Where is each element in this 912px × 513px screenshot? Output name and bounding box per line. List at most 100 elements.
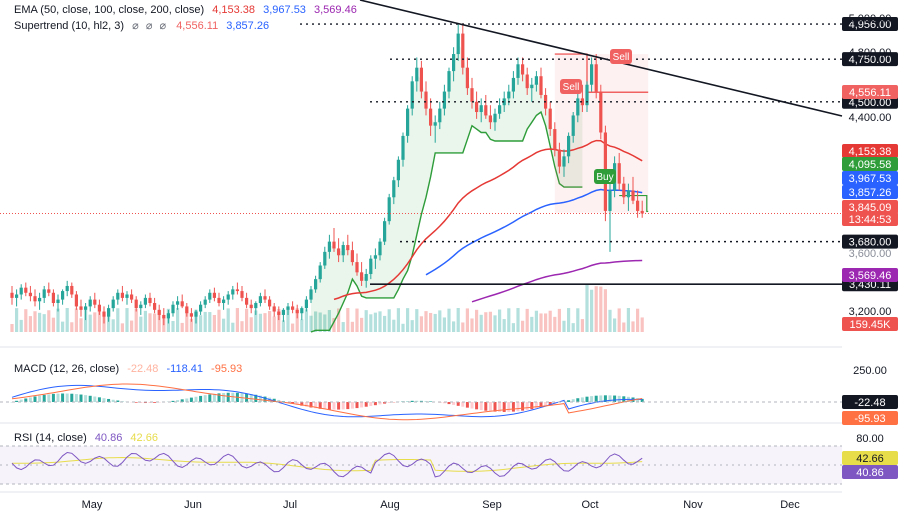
- candle-body: [622, 183, 626, 198]
- rsi-pane[interactable]: 80.00 42.66 40.86: [0, 433, 898, 485]
- level-price-label[interactable]: 4,750.00: [842, 52, 898, 67]
- macd-histogram-bar: [461, 402, 465, 407]
- candle-body: [15, 294, 19, 298]
- candle-body: [516, 64, 520, 78]
- volume-bar: [318, 312, 322, 332]
- volume-bar: [139, 316, 143, 332]
- macd-histogram-bar: [360, 402, 364, 408]
- macd-histogram-bar: [640, 398, 644, 402]
- candle-body: [258, 296, 262, 304]
- candle-body: [406, 108, 410, 136]
- level-price-label[interactable]: 4,956.00: [842, 17, 898, 32]
- volume-bar: [24, 309, 28, 332]
- candle-body: [488, 115, 492, 123]
- price-axis[interactable]: 4,956.00 4,750.00 4,500.00 3,680.00 3,430.11…: [842, 13, 898, 331]
- volume-bar: [130, 320, 134, 332]
- macd-histogram-bar: [571, 399, 575, 402]
- candle-body: [461, 33, 465, 68]
- macd-histogram-bar: [245, 393, 249, 402]
- volume-bar: [396, 308, 400, 332]
- price-axis-label: 3,857.26: [842, 185, 898, 199]
- macd-histogram-bar: [171, 400, 175, 402]
- volume-bar: [240, 321, 244, 332]
- macd-histogram-bar: [65, 393, 69, 402]
- axis-label-text: 3,857.26: [849, 187, 892, 199]
- price-axis-label: 3,569.46: [842, 268, 898, 282]
- rsi-ma-line: [12, 456, 643, 472]
- candle-body: [24, 287, 28, 293]
- candle-body: [65, 285, 69, 292]
- volume-bar: [576, 308, 580, 332]
- volume-bar: [507, 308, 511, 332]
- candle-body: [33, 296, 37, 302]
- macd-histogram-bar: [580, 397, 584, 402]
- rsi-legend[interactable]: RSI (14, close) 40.86 42.66: [14, 432, 163, 444]
- macd-histogram-bar: [47, 394, 51, 402]
- candle-body: [314, 279, 318, 290]
- volume-bar: [622, 322, 626, 332]
- candle-body: [433, 122, 437, 126]
- macd-tick-label: 250.00: [853, 365, 887, 377]
- candle-body: [107, 308, 111, 317]
- volume-bar: [608, 309, 612, 332]
- volume-bar: [300, 319, 304, 332]
- axis-label-bg: [842, 200, 898, 214]
- supertrend-down-value: 4,556.11: [176, 20, 219, 32]
- volume-bar: [548, 310, 552, 332]
- level-price-label[interactable]: 3,680.00: [842, 234, 898, 249]
- sell-signal[interactable]: Sell: [610, 49, 632, 64]
- candle-body: [235, 289, 239, 292]
- time-axis[interactable]: May Jun Jul Aug Sep Oct Nov Dec: [82, 499, 801, 511]
- candle-body: [636, 200, 640, 211]
- volume-bar: [521, 320, 525, 332]
- volume-bar: [406, 308, 410, 332]
- candle-body: [419, 67, 423, 92]
- axis-label-bg: [842, 212, 898, 226]
- candle-body: [465, 67, 469, 89]
- macd-histogram-bar: [258, 395, 262, 402]
- macd-histogram-bar: [534, 402, 538, 409]
- macd-histogram-bar: [346, 402, 350, 410]
- macd-signal-value: -95.93: [211, 363, 243, 375]
- supertrend-up-value: 3,857.26: [226, 20, 270, 32]
- volume-bar: [153, 313, 157, 332]
- candle-body: [415, 67, 419, 82]
- candle-body: [576, 98, 580, 116]
- volume-bar: [268, 310, 272, 332]
- macd-histogram-bar: [318, 402, 322, 409]
- sell-signal[interactable]: Sell: [560, 79, 582, 94]
- candle-body: [176, 301, 180, 305]
- volume-bar: [272, 316, 276, 332]
- macd-histogram-bar: [102, 398, 106, 402]
- buy-signal[interactable]: Buy: [594, 169, 616, 184]
- volume-bar: [189, 318, 193, 332]
- volume-bar: [470, 318, 474, 332]
- candle-body: [231, 289, 235, 295]
- rsi-axis-label: 42.66: [856, 453, 884, 465]
- volume-bar: [148, 313, 152, 332]
- macd-histogram-bar: [42, 394, 46, 402]
- month-label: May: [82, 499, 103, 511]
- price-pane[interactable]: Sell Sell Buy: [0, 0, 843, 493]
- macd-histogram-bar: [254, 394, 258, 402]
- ema-legend[interactable]: EMA (50, close, 100, close, 200, close) …: [14, 4, 362, 16]
- empty-set-icon: ⌀ ⌀ ⌀: [132, 20, 169, 32]
- volume-bar: [415, 309, 419, 332]
- volume-bar: [613, 318, 617, 332]
- volume-bar: [424, 311, 428, 332]
- macd-histogram-bar: [617, 395, 621, 402]
- macd-legend[interactable]: MACD (12, 26, close) -22.48 -118.41 -95.…: [14, 363, 247, 375]
- volume-bar: [594, 286, 598, 332]
- candle-body: [240, 291, 244, 298]
- macd-pane[interactable]: 250.00 -22.48 -95.93: [0, 365, 898, 425]
- macd-histogram-bar: [116, 400, 120, 402]
- candle-body: [626, 190, 630, 198]
- macd-histogram-bar: [277, 399, 281, 402]
- rsi-legend-label: RSI (14, close): [14, 432, 87, 444]
- supertrend-legend[interactable]: Supertrend (10, hl2, 3) ⌀ ⌀ ⌀ 4,556.11 3…: [14, 19, 274, 32]
- axis-label-text: 3,569.46: [849, 270, 892, 282]
- price-axis-label: 159.45K: [842, 317, 898, 331]
- month-label: Aug: [380, 499, 400, 511]
- macd-histogram-bar: [364, 402, 368, 407]
